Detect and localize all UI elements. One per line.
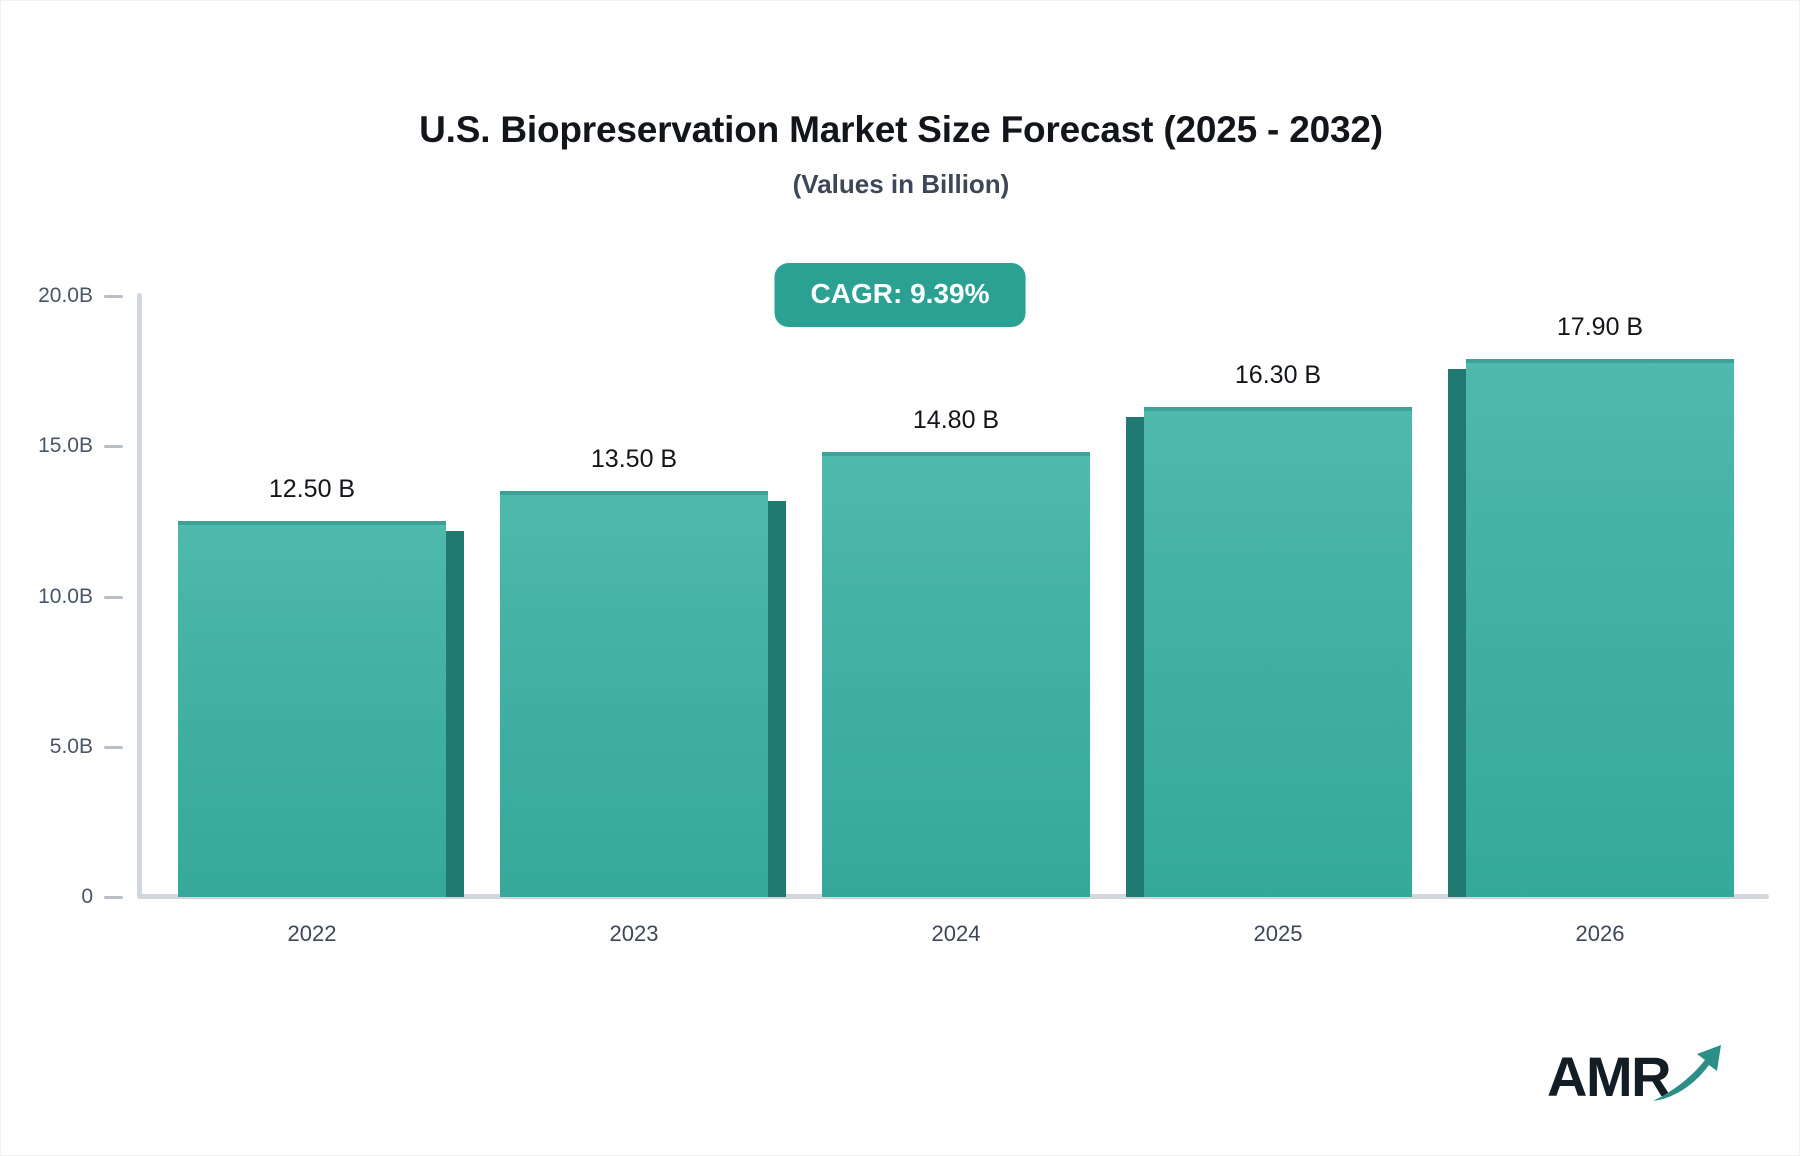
bar-side-face (1448, 369, 1466, 897)
x-axis-category-label: 2026 (1575, 921, 1625, 946)
y-axis-tick: 15.0B (1, 431, 131, 461)
bar-value-label: 16.30 B (1234, 361, 1322, 390)
bar-value-label: 12.50 B (268, 475, 356, 504)
amr-logo-text: AMR (1547, 1045, 1672, 1108)
bar-value-label: 17.90 B (1556, 313, 1644, 342)
y-axis-line (137, 293, 142, 899)
cagr-badge: CAGR: 9.39% (774, 263, 1026, 327)
bar[interactable] (1448, 359, 1734, 897)
growth-arrow-icon (1653, 1045, 1721, 1101)
bar-side-face (768, 501, 786, 897)
y-axis-tick-mark (104, 896, 123, 899)
bar-value-label: 13.50 B (590, 445, 678, 474)
bar[interactable] (500, 491, 786, 897)
bar-front-face (1466, 359, 1734, 897)
bar-top-edge (822, 452, 1090, 457)
y-axis-tick-label: 10.0B (38, 584, 93, 608)
x-axis-category-label: 2025 (1253, 921, 1303, 946)
bar-value-label: 14.80 B (912, 406, 1000, 435)
y-axis-tick: 0 (1, 882, 131, 912)
title-block: U.S. Biopreservation Market Size Forecas… (1, 109, 1799, 199)
bar-front-face (178, 521, 446, 897)
page-title: U.S. Biopreservation Market Size Forecas… (419, 109, 1383, 150)
amr-logo: AMR (1547, 1035, 1737, 1111)
bar[interactable] (1126, 407, 1412, 897)
y-axis-tick-label: 15.0B (38, 434, 93, 458)
bar-front-face (822, 452, 1090, 897)
chart-subtitle: (Values in Billion) (792, 168, 1010, 199)
y-axis-tick-mark (104, 295, 123, 298)
y-axis-tick: 20.0B (1, 281, 131, 311)
bar[interactable] (822, 452, 1090, 897)
y-axis-tick-mark (104, 745, 123, 749)
bar-front-face (500, 491, 768, 897)
bar-top-edge (500, 491, 768, 496)
y-axis-tick-label: 0 (81, 885, 93, 908)
bar-side-face (1126, 417, 1144, 897)
y-axis-tick: 5.0B (1, 732, 131, 762)
x-axis-category-label: 2023 (609, 921, 659, 946)
bar-front-face (1144, 407, 1412, 897)
x-axis-category-label: 2024 (931, 921, 981, 946)
y-axis-tick-label: 5.0B (49, 734, 93, 758)
x-axis-category-label: 2022 (287, 921, 337, 946)
y-axis-tick-mark (104, 595, 123, 599)
y-axis-tick: 10.0B (1, 582, 131, 612)
y-axis-tick-label: 20.0B (38, 284, 93, 307)
bar-top-edge (178, 521, 446, 526)
bar-side-face (446, 531, 464, 897)
bar-top-edge (1144, 407, 1412, 412)
y-axis-tick-mark (104, 445, 123, 449)
bar[interactable] (178, 521, 464, 897)
bar-top-edge (1466, 359, 1734, 364)
